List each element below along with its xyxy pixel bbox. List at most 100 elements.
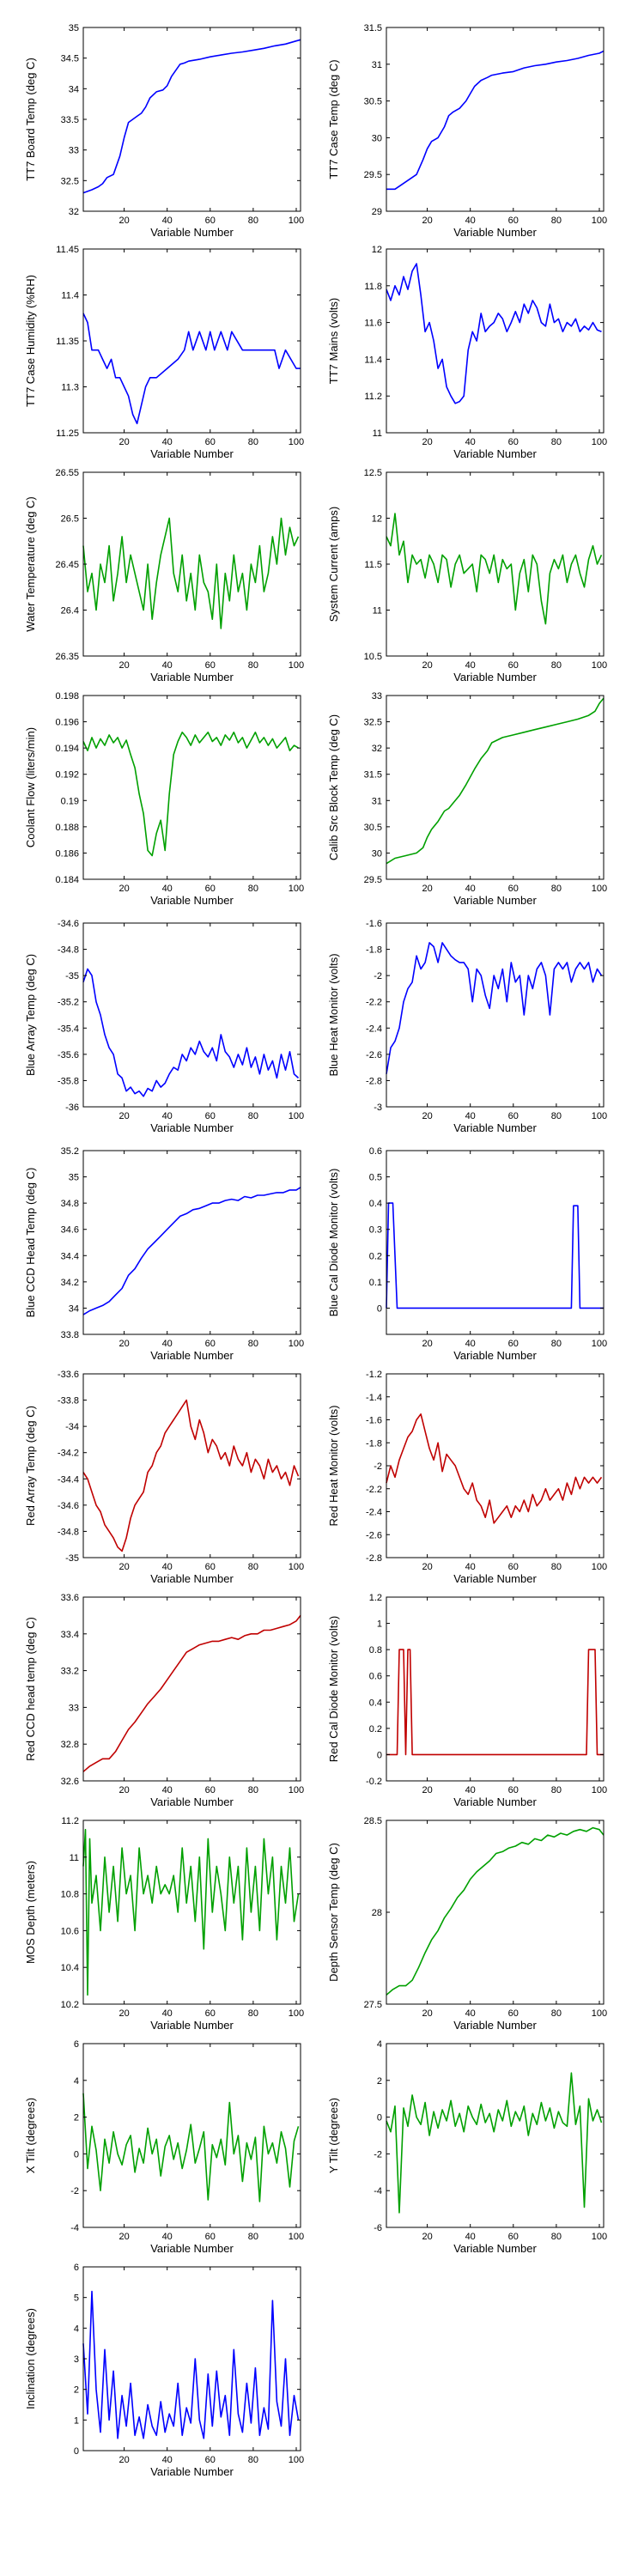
y-tick-label: 33 [69, 146, 79, 156]
x-axis-label: Variable Number [453, 447, 537, 460]
x-tick-label: 60 [508, 660, 519, 671]
y-tick-label: 34.2 [61, 1278, 79, 1288]
y-axis-label: Blue CCD Head Temp (deg C) [24, 1168, 37, 1318]
y-tick-label: 4 [74, 2076, 79, 2087]
subplot-18: 20 40 60 80 100 27.5 28 28.5 Variable Number Dept… [327, 1816, 607, 2032]
x-tick-label: 100 [289, 216, 304, 226]
x-tick-label: 100 [592, 884, 607, 894]
y-tick-label: 2 [74, 2113, 79, 2123]
x-tick-label: 100 [592, 216, 607, 226]
y-tick-label: 30.5 [364, 823, 382, 833]
subplot-3: 20 40 60 80 100 11.25 11.3 11.35 11.4 11.45 Variab… [24, 245, 304, 460]
x-tick-label: 20 [118, 2232, 129, 2242]
y-axis-label: TT7 Case Humidity (%RH) [24, 275, 37, 407]
y-tick-label: -2.6 [366, 1530, 382, 1540]
y-tick-label: -1.6 [366, 1416, 382, 1426]
y-tick-label: 12 [372, 245, 382, 255]
x-axis-label: Variable Number [150, 2019, 234, 2032]
y-tick-label: 0.2 [369, 1724, 382, 1735]
y-tick-label: 0 [377, 2113, 382, 2123]
y-tick-label: 31.5 [364, 770, 382, 781]
y-tick-label: 32.5 [61, 176, 79, 186]
x-tick-label: 20 [422, 2232, 432, 2242]
x-tick-label: 60 [205, 216, 216, 226]
y-tick-label: 32.6 [61, 1777, 79, 1787]
x-tick-label: 20 [118, 2008, 129, 2019]
x-axis-label: Variable Number [453, 894, 537, 907]
x-tick-label: 60 [508, 437, 519, 447]
plot-frame [386, 1596, 605, 1782]
y-tick-label: -4 [374, 2186, 382, 2196]
plot-frame [82, 695, 301, 880]
y-tick-label: 10.5 [364, 652, 382, 662]
x-axis-label: Variable Number [453, 671, 537, 683]
y-tick-label: -35.8 [58, 1076, 79, 1086]
x-tick-label: 100 [592, 2008, 607, 2019]
y-tick-label: -1.6 [366, 919, 382, 929]
x-tick-label: 60 [205, 1339, 216, 1349]
y-axis-label: Blue Array Temp (deg C) [24, 954, 37, 1076]
y-tick-label: 32 [372, 744, 382, 754]
y-tick-label: -2 [70, 2186, 79, 2196]
series-line [82, 1614, 301, 1772]
y-axis-label: TT7 Mains (volts) [327, 298, 340, 384]
y-tick-label: 26.4 [61, 606, 79, 617]
y-tick-label: -33.6 [58, 1370, 79, 1380]
x-tick-label: 20 [118, 1111, 129, 1121]
plot-frame [386, 922, 605, 1108]
series-line [82, 2290, 300, 2439]
x-tick-label: 80 [248, 1111, 258, 1121]
subplot-15: 20 40 60 80 100 32.6 32.8 33 33.2 33.4 33.6 Variabl… [24, 1593, 304, 1808]
y-tick-label: 0.194 [55, 744, 79, 754]
y-axis-label: X Tilt (degrees) [24, 2098, 37, 2173]
y-tick-label: -34.6 [58, 919, 79, 929]
y-tick-label: 10.2 [61, 2000, 79, 2010]
y-tick-label: 30 [372, 133, 382, 143]
y-tick-label: -1.2 [366, 1370, 382, 1380]
y-tick-label: -34.8 [58, 1527, 79, 1537]
x-tick-label: 40 [162, 1339, 173, 1349]
y-tick-label: 34.5 [61, 54, 79, 64]
x-tick-label: 40 [162, 1111, 173, 1121]
y-tick-label: 1.2 [369, 1593, 382, 1603]
plot-frame [82, 471, 301, 657]
x-tick-label: 40 [465, 1562, 476, 1572]
x-axis-label: Variable Number [150, 1795, 234, 1808]
y-tick-label: 0 [377, 1750, 382, 1760]
y-tick-label: 31 [372, 796, 382, 806]
y-tick-label: 0.6 [369, 1146, 382, 1157]
series-line [82, 731, 299, 857]
y-tick-label: -2 [374, 1461, 382, 1472]
x-tick-label: 40 [162, 2008, 173, 2019]
series-line [386, 50, 605, 191]
y-tick-label: 0.188 [55, 823, 79, 833]
x-tick-label: 80 [248, 660, 258, 671]
y-axis-label: Y Tilt (degrees) [327, 2098, 340, 2173]
y-tick-label: 35 [69, 23, 79, 33]
y-tick-label: 0.1 [369, 1278, 382, 1288]
y-tick-label: 33.8 [61, 1330, 79, 1340]
x-tick-label: 60 [508, 2232, 519, 2242]
y-tick-label: -3 [374, 1103, 382, 1113]
subplot-2: 20 40 60 80 100 29 29.5 30 30.5 31 31.5 Variable Nu… [327, 23, 607, 239]
x-tick-label: 60 [205, 2008, 216, 2019]
x-tick-label: 100 [289, 437, 304, 447]
x-tick-label: 60 [205, 884, 216, 894]
subplot-14: 20 40 60 80 100 -2.8 -2.6 -2.4 -2.2 -2 -1.8 -1.6 -1.… [327, 1370, 607, 1585]
x-tick-label: 100 [592, 437, 607, 447]
y-axis-label: Water Temperature (deg C) [24, 496, 37, 632]
y-tick-label: 26.45 [55, 560, 79, 570]
series-line [386, 2072, 603, 2214]
x-tick-label: 80 [248, 2008, 258, 2019]
x-tick-label: 100 [592, 1339, 607, 1349]
x-axis-label: Variable Number [150, 1349, 234, 1362]
x-tick-label: 80 [248, 1562, 258, 1572]
subplot-16: 20 40 60 80 100 -0.2 0 0.2 0.4 0.6 0.8 1 1.2 Variable… [327, 1593, 607, 1808]
x-tick-label: 100 [289, 1562, 304, 1572]
x-tick-label: 80 [248, 884, 258, 894]
y-tick-label: 11 [373, 428, 382, 439]
y-axis-label: Red Cal Diode Monitor (volts) [327, 1616, 340, 1763]
series-line [386, 1413, 603, 1524]
series-line [386, 1202, 604, 1309]
